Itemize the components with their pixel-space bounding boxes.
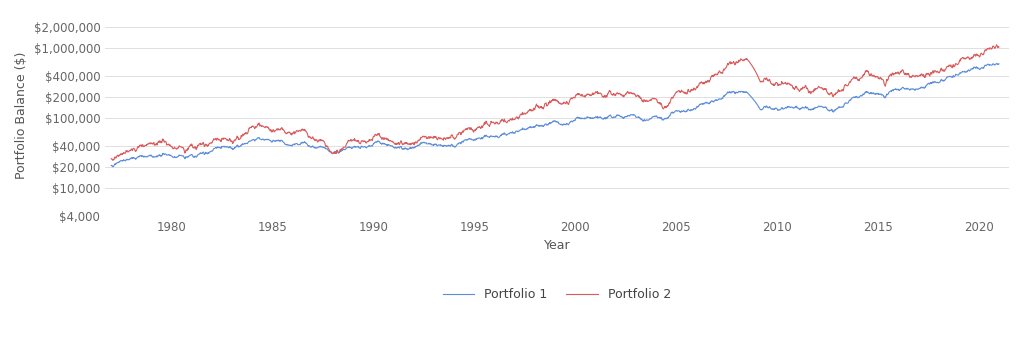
Portfolio 2 [809, 88, 821, 93]
Portfolio 2 [990, 43, 1002, 47]
Portfolio 2 [412, 139, 424, 143]
Portfolio 1 [528, 125, 541, 129]
Portfolio 2 [302, 134, 314, 138]
Portfolio 2 [993, 45, 1006, 49]
Portfolio 1 [779, 105, 792, 110]
Portfolio 1 [106, 164, 119, 169]
Portfolio 2 [779, 80, 792, 85]
Legend: Portfolio 1, Portfolio 2: Portfolio 1, Portfolio 2 [438, 283, 676, 306]
Portfolio 1 [105, 163, 118, 168]
Portfolio 1 [900, 87, 912, 91]
X-axis label: Year: Year [544, 239, 570, 252]
Portfolio 2 [528, 108, 541, 112]
Portfolio 1 [302, 143, 314, 148]
Portfolio 2 [900, 72, 912, 77]
Y-axis label: Portfolio Balance ($): Portfolio Balance ($) [15, 52, 28, 179]
Portfolio 1 [412, 143, 424, 147]
Portfolio 1 [993, 62, 1006, 66]
Line: Portfolio 2: Portfolio 2 [112, 45, 999, 160]
Portfolio 2 [106, 158, 119, 163]
Portfolio 1 [990, 61, 1002, 66]
Portfolio 1 [809, 106, 821, 111]
Line: Portfolio 1: Portfolio 1 [112, 63, 999, 167]
Portfolio 2 [105, 156, 118, 161]
